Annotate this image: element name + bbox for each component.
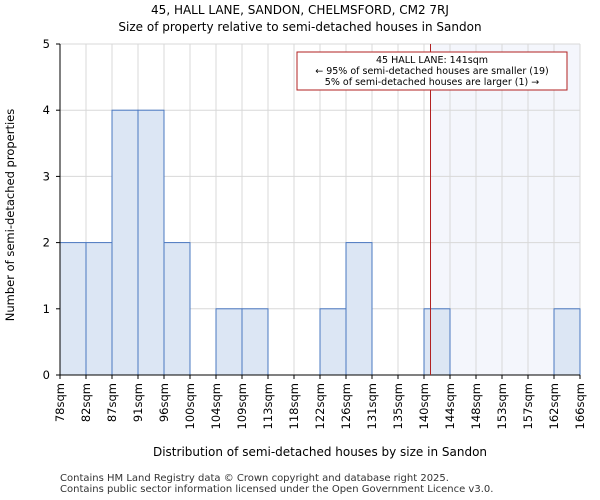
histogram-bar	[553, 308, 581, 376]
histogram-bar	[59, 242, 87, 376]
histogram-bar	[345, 242, 373, 376]
x-tick-label: 87sqm	[105, 383, 119, 422]
y-tick-label: 0	[43, 368, 50, 382]
histogram-bar	[163, 242, 191, 376]
histogram-bar	[137, 109, 165, 376]
x-tick-label: 104sqm	[209, 383, 223, 429]
y-axis-label: Number of semi-detached properties	[3, 108, 17, 322]
histogram-bar	[319, 308, 347, 376]
x-tick-label: 166sqm	[573, 383, 587, 429]
chart-title: 45, HALL LANE, SANDON, CHELMSFORD, CM2 7…	[151, 3, 449, 17]
footer-copyright: Contains HM Land Registry data © Crown c…	[60, 473, 449, 484]
histogram-bar	[85, 242, 113, 376]
x-tick-label: 126sqm	[339, 383, 353, 429]
x-tick-label: 109sqm	[235, 383, 249, 429]
y-tick-label: 1	[43, 302, 50, 316]
annotation-text-line: ← 95% of semi-detached houses are smalle…	[315, 66, 549, 77]
y-tick-label: 2	[43, 236, 50, 250]
x-tick-label: 82sqm	[79, 383, 93, 422]
annotation-text-line: 45 HALL LANE: 141sqm	[376, 55, 488, 66]
x-tick-label: 122sqm	[313, 383, 327, 429]
annotation-box	[296, 51, 568, 91]
y-tick-label: 4	[43, 103, 50, 117]
x-tick-label: 118sqm	[287, 383, 301, 429]
x-axis-label: Distribution of semi-detached houses by …	[152, 445, 488, 459]
x-tick-label: 140sqm	[417, 383, 431, 429]
x-tick-label: 91sqm	[131, 383, 145, 422]
y-tick-label: 3	[43, 169, 50, 183]
x-tick-label: 96sqm	[157, 383, 171, 422]
histogram-bar	[423, 308, 451, 376]
histogram-bar	[111, 109, 139, 376]
x-tick-label: 157sqm	[521, 383, 535, 429]
y-tick-label: 5	[43, 37, 50, 51]
x-tick-label: 113sqm	[261, 383, 275, 429]
annotation-text-line: 5% of semi-detached houses are larger (1…	[325, 77, 539, 88]
x-tick-label: 78sqm	[53, 383, 67, 422]
histogram-bar	[215, 308, 243, 376]
x-tick-label: 131sqm	[365, 383, 379, 429]
x-tick-label: 148sqm	[469, 383, 483, 429]
x-tick-label: 135sqm	[391, 383, 405, 429]
histogram-bar	[241, 308, 269, 376]
x-tick-label: 100sqm	[183, 383, 197, 429]
x-tick-label: 153sqm	[495, 383, 509, 429]
footer-licence: Contains public sector information licen…	[60, 484, 494, 495]
x-tick-label: 162sqm	[547, 383, 561, 429]
chart-subtitle: Size of property relative to semi-detach…	[118, 20, 482, 34]
x-tick-label: 144sqm	[443, 383, 457, 429]
